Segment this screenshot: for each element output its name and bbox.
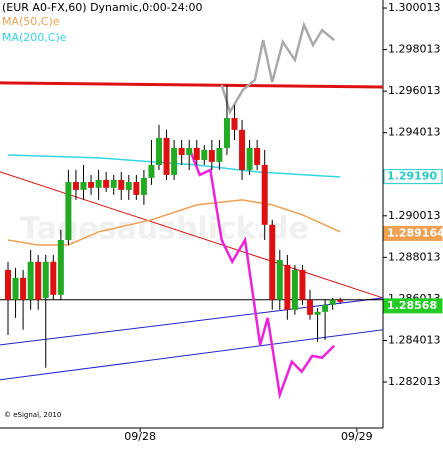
- candle-body: [57, 239, 64, 295]
- candle-body: [261, 164, 268, 225]
- candle-body: [178, 147, 185, 155]
- candle-body: [125, 182, 132, 190]
- candle-body: [42, 261, 49, 298]
- y-tick-label: 1.288013: [388, 250, 441, 263]
- trend-line: [0, 329, 384, 381]
- candle-body: [110, 179, 117, 188]
- y-tick-label: 1.298013: [388, 43, 441, 56]
- y-tick-label: 1.296013: [388, 84, 441, 97]
- candle-body: [306, 299, 313, 315]
- candle-body: [201, 150, 208, 160]
- price-label-box: [383, 225, 443, 241]
- projection-line: [188, 149, 336, 400]
- candle-body: [269, 224, 276, 300]
- candle-body: [5, 269, 12, 300]
- candle-body: [193, 147, 200, 160]
- trend-line: [0, 81, 384, 89]
- candle-body: [186, 147, 193, 155]
- candle-body: [50, 261, 57, 295]
- candle-body: [35, 261, 42, 300]
- trend-line: [0, 297, 384, 346]
- candle-body: [246, 147, 253, 170]
- candle-body: [223, 118, 230, 148]
- candle-body: [65, 182, 72, 240]
- candle-body: [284, 264, 291, 310]
- candle-body: [27, 261, 34, 300]
- price-label: 1.289164: [387, 226, 443, 239]
- y-tick-label: 1.294013: [388, 126, 441, 139]
- trend-line: [0, 171, 384, 299]
- price-label-box: [383, 169, 443, 185]
- candle-body: [254, 147, 261, 165]
- y-tick-label: 1.284013: [388, 333, 441, 346]
- y-tick-label: 1.300013: [388, 1, 441, 14]
- candle-body: [20, 277, 27, 300]
- candle-body: [103, 179, 110, 188]
- candle-body: [216, 147, 223, 162]
- chart-title: (EUR A0-FX,60) Dynamic,0:00-24:00: [2, 1, 202, 14]
- x-tick-label: 09/28: [124, 430, 156, 443]
- candle-body: [239, 129, 246, 170]
- candle-body: [291, 269, 298, 310]
- candle-body: [133, 182, 140, 195]
- candle-body: [95, 179, 102, 188]
- projection-line: [220, 21, 335, 116]
- candle-body: [171, 147, 178, 175]
- candle-body: [337, 299, 344, 302]
- candle-body: [276, 259, 283, 300]
- legend-entry: MA(50,C)e: [2, 15, 60, 28]
- credit: © eSignal, 2010: [4, 411, 61, 419]
- candle-body: [118, 179, 125, 190]
- candle-body: [80, 182, 87, 190]
- candle-body: [140, 177, 147, 195]
- candle-body: [12, 277, 19, 300]
- price-label-box: [383, 298, 443, 314]
- candle-body: [322, 304, 329, 312]
- candle-body: [72, 182, 79, 190]
- candle-body: [148, 164, 155, 178]
- candle-body: [299, 269, 306, 300]
- candle-body: [88, 182, 95, 188]
- legend-entry: MA(200,C)e: [2, 31, 67, 44]
- candle-body: [208, 150, 215, 162]
- y-tick-label: 1.290013: [388, 209, 441, 222]
- candle-body: [314, 311, 321, 315]
- price-label: 1.29190: [387, 170, 437, 183]
- candle-body: [163, 137, 170, 175]
- candle-body: [155, 137, 162, 165]
- candle-body: [231, 118, 238, 130]
- y-tick-label: 1.282013: [388, 375, 441, 388]
- ma-line: [7, 199, 341, 246]
- x-tick-label: 09/29: [341, 430, 373, 443]
- price-label: 1.28568: [387, 299, 437, 312]
- candle-body: [329, 299, 336, 305]
